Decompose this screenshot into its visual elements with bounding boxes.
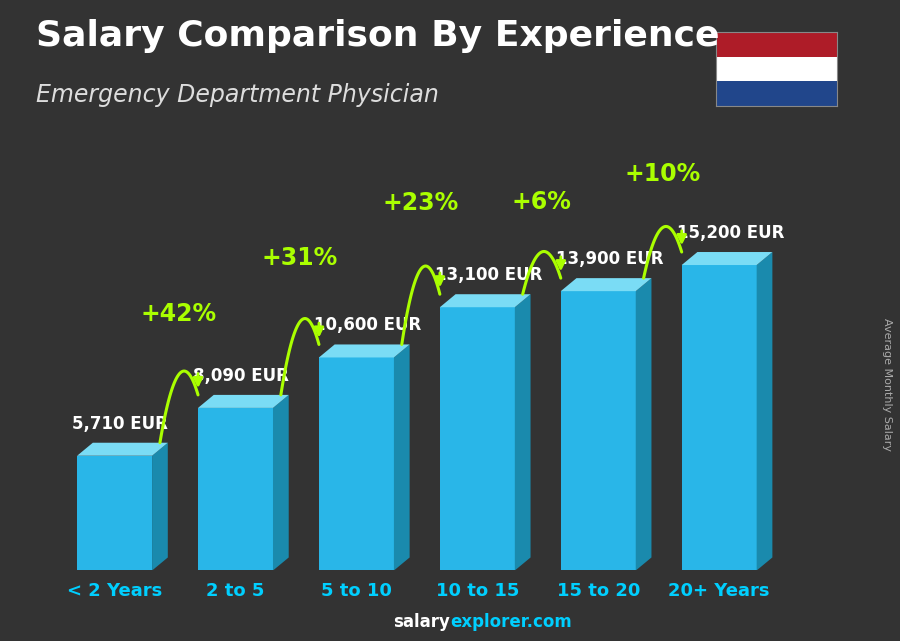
Text: 15,200 EUR: 15,200 EUR [677, 224, 785, 242]
Text: 13,900 EUR: 13,900 EUR [556, 250, 663, 268]
Bar [198, 408, 273, 570]
Polygon shape [273, 395, 289, 570]
Bar [716, 81, 837, 106]
Text: explorer.com: explorer.com [450, 613, 572, 631]
Bar [716, 32, 837, 56]
Text: +6%: +6% [512, 190, 572, 213]
Text: 13,100 EUR: 13,100 EUR [435, 266, 543, 284]
Bar [561, 291, 635, 570]
Polygon shape [515, 294, 530, 570]
Polygon shape [152, 443, 167, 570]
Polygon shape [198, 395, 289, 408]
Text: Average Monthly Salary: Average Monthly Salary [881, 318, 892, 451]
Polygon shape [681, 252, 772, 265]
Bar [319, 358, 394, 570]
Text: +10%: +10% [625, 162, 701, 186]
Bar [681, 265, 757, 570]
Polygon shape [319, 344, 410, 358]
Text: +42%: +42% [141, 302, 217, 326]
Bar [440, 307, 515, 570]
Polygon shape [440, 294, 530, 307]
Text: 5,710 EUR: 5,710 EUR [72, 415, 168, 433]
Text: 8,090 EUR: 8,090 EUR [194, 367, 289, 385]
Polygon shape [77, 443, 167, 456]
Text: Emergency Department Physician: Emergency Department Physician [36, 83, 439, 107]
Text: +23%: +23% [382, 191, 459, 215]
Bar [77, 456, 152, 570]
Text: 10,600 EUR: 10,600 EUR [314, 317, 421, 335]
Text: salary: salary [393, 613, 450, 631]
Polygon shape [394, 344, 410, 570]
Text: +31%: +31% [262, 246, 338, 270]
Bar [716, 56, 837, 81]
Polygon shape [757, 252, 772, 570]
Polygon shape [561, 278, 652, 291]
Text: Salary Comparison By Experience: Salary Comparison By Experience [36, 19, 719, 53]
Polygon shape [635, 278, 652, 570]
